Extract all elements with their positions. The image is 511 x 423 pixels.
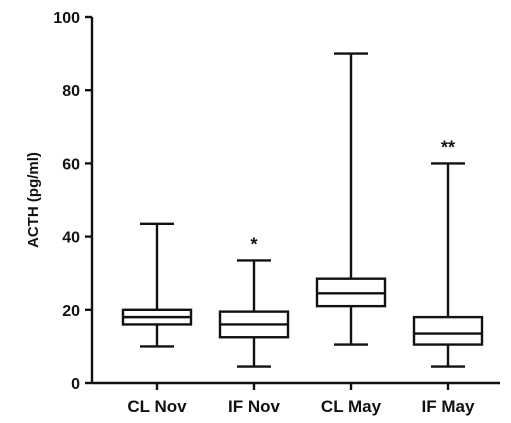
y-tick-label: 100 (53, 10, 80, 27)
y-axis-title: ACTH (pg/ml) (25, 152, 42, 248)
x-tick-label: CL May (321, 397, 382, 416)
significance-marker: * (250, 234, 257, 254)
x-tick-label: CL Nov (127, 397, 187, 416)
y-axis: 0 20 40 60 80 100 (53, 10, 94, 393)
iqr-box (412, 315, 484, 346)
y-tick-label: 60 (62, 156, 80, 173)
box-series: *** (121, 52, 484, 368)
y-tick-label: 40 (62, 230, 80, 247)
y-tick-label: 0 (71, 376, 80, 393)
x-axis: CL Nov IF Nov CL May IF May (92, 381, 500, 416)
x-tick-label: IF May (422, 397, 475, 416)
box-group-if-nov: * (218, 234, 290, 368)
y-tick-label: 80 (62, 83, 80, 100)
x-tick-label: IF Nov (228, 397, 280, 416)
y-tick-label: 20 (62, 303, 80, 320)
significance-marker: ** (441, 137, 455, 157)
box-group-cl-may (315, 52, 387, 346)
box-group-if-may: ** (412, 137, 484, 368)
box-group-cl-nov (121, 222, 193, 348)
